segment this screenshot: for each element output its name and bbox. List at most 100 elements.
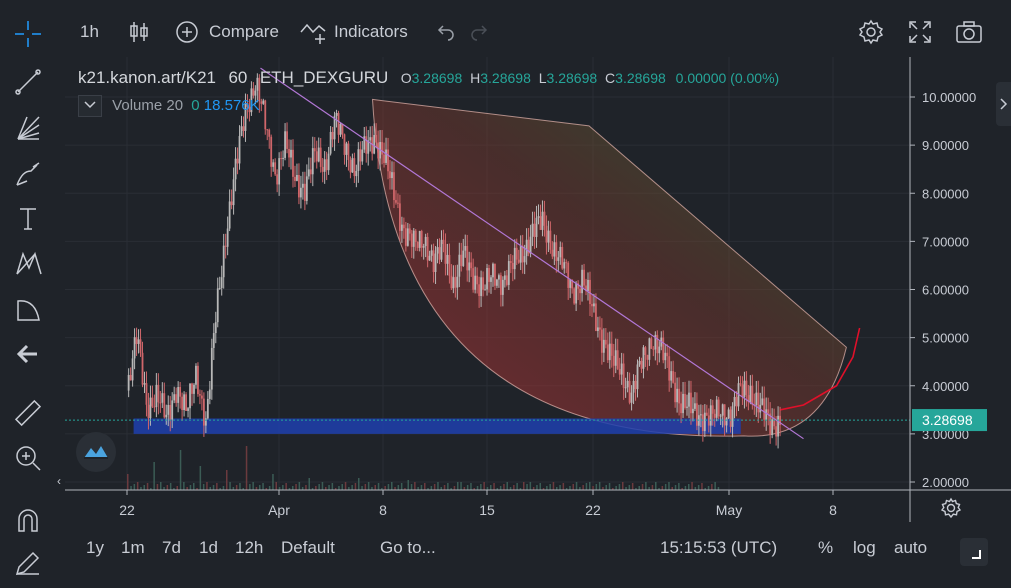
volume-bar	[635, 488, 637, 490]
scroll-left-arrow[interactable]: ‹	[57, 474, 61, 488]
candles-icon[interactable]	[128, 18, 150, 46]
range-1d[interactable]: 1d	[199, 538, 218, 557]
candle-body	[361, 149, 364, 162]
candle-body	[145, 383, 148, 405]
default-range-button[interactable]: Default	[281, 538, 335, 557]
volume-bar	[585, 483, 588, 490]
candle-body	[414, 230, 417, 242]
candle-body	[278, 158, 281, 185]
volume-bar	[648, 487, 650, 490]
volume-value: 18.576K	[203, 96, 260, 114]
range-7d[interactable]: 7d	[162, 538, 181, 557]
candle-body	[454, 277, 457, 288]
range-12h[interactable]: 12h	[235, 538, 264, 557]
range-1m[interactable]: 1m	[121, 538, 145, 557]
volume-bar	[235, 485, 238, 490]
volume-bar	[262, 483, 264, 490]
volume-bar	[295, 484, 297, 490]
candle-body	[359, 149, 362, 162]
trend-line-icon[interactable]	[10, 64, 46, 100]
utc-clock[interactable]: 15:15:53 (UTC)	[660, 538, 778, 557]
pattern-icon[interactable]	[10, 245, 46, 281]
log-toggle[interactable]: log	[853, 538, 876, 557]
interval-button[interactable]: 1h	[80, 22, 99, 41]
candle-body	[494, 263, 496, 286]
candle-body	[337, 112, 340, 135]
candle-body	[632, 380, 635, 393]
volume-bar	[328, 485, 330, 490]
candle-body	[719, 415, 722, 417]
symbol-name[interactable]: k21.kanon.art/K21	[78, 68, 216, 87]
auto-toggle[interactable]: auto	[894, 538, 928, 557]
candle-body	[622, 363, 625, 388]
candle-body	[201, 395, 203, 399]
range-1y[interactable]: 1y	[86, 538, 104, 557]
candle-body	[397, 202, 399, 204]
volume-bar	[430, 486, 433, 490]
candle-body	[258, 77, 261, 102]
fullscreen-icon[interactable]	[908, 18, 932, 46]
candle-body	[684, 393, 686, 408]
undo-icon[interactable]	[435, 18, 455, 46]
candle-body	[236, 158, 239, 164]
redo-icon[interactable]	[470, 18, 490, 46]
crosshair-icon[interactable]	[10, 16, 46, 52]
candle-body	[341, 124, 344, 135]
candle-body	[501, 279, 504, 295]
volume-bar	[367, 482, 370, 490]
axis-settings-icon[interactable]	[940, 497, 962, 524]
volume-bar	[272, 474, 274, 490]
candle-body	[436, 247, 439, 254]
volume-bar	[404, 488, 406, 490]
ruler-icon[interactable]	[10, 395, 46, 431]
candle-body	[157, 384, 160, 403]
volume-bar	[226, 470, 228, 490]
volume-bar	[153, 462, 155, 490]
fib-fan-icon[interactable]	[10, 110, 46, 146]
volume-bar	[486, 487, 489, 490]
candle-body	[301, 183, 304, 188]
magnet-icon[interactable]	[10, 502, 46, 538]
right-panel-toggle[interactable]	[996, 82, 1011, 126]
percent-toggle[interactable]: %	[818, 538, 834, 557]
candle-body	[369, 137, 372, 141]
goto-button[interactable]: Go to...	[380, 538, 436, 557]
volume-bar	[417, 487, 419, 490]
camera-icon[interactable]	[955, 18, 983, 46]
volume-bar	[407, 480, 409, 490]
volume-bar	[354, 483, 357, 490]
volume-bar	[394, 487, 396, 490]
candle-body	[547, 230, 550, 243]
candle-body	[499, 275, 502, 295]
volume-bar	[493, 483, 495, 490]
candle-body	[325, 159, 328, 171]
compare-button[interactable]: Compare	[175, 18, 279, 46]
chart-logo[interactable]	[76, 432, 116, 472]
candle-body	[464, 245, 467, 251]
curve-icon[interactable]	[10, 292, 46, 328]
volume-bar	[664, 484, 667, 490]
candle-body	[171, 400, 174, 420]
settings-icon[interactable]	[858, 18, 884, 46]
text-icon[interactable]	[10, 200, 46, 236]
volume-bar	[595, 484, 598, 490]
candle-body	[767, 409, 770, 414]
resize-handle[interactable]	[960, 538, 988, 566]
volume-bar	[325, 487, 327, 490]
logo-icon	[84, 446, 108, 459]
candle-body	[777, 415, 779, 437]
zoom-in-icon[interactable]	[10, 440, 46, 476]
candle-body	[141, 352, 144, 385]
volume-bar	[278, 487, 281, 490]
indicators-button[interactable]: Indicators	[300, 18, 408, 46]
collapse-button[interactable]	[78, 95, 102, 117]
pencil-lock-icon[interactable]	[10, 545, 46, 581]
brush-icon[interactable]	[10, 156, 46, 192]
price-tick-label: 7.00000	[922, 234, 969, 249]
time-tick-label: 8	[379, 502, 387, 518]
arrow-left-icon[interactable]	[10, 336, 46, 372]
candle-body	[193, 384, 195, 394]
volume-bar	[156, 484, 159, 490]
candle-body	[498, 275, 500, 280]
